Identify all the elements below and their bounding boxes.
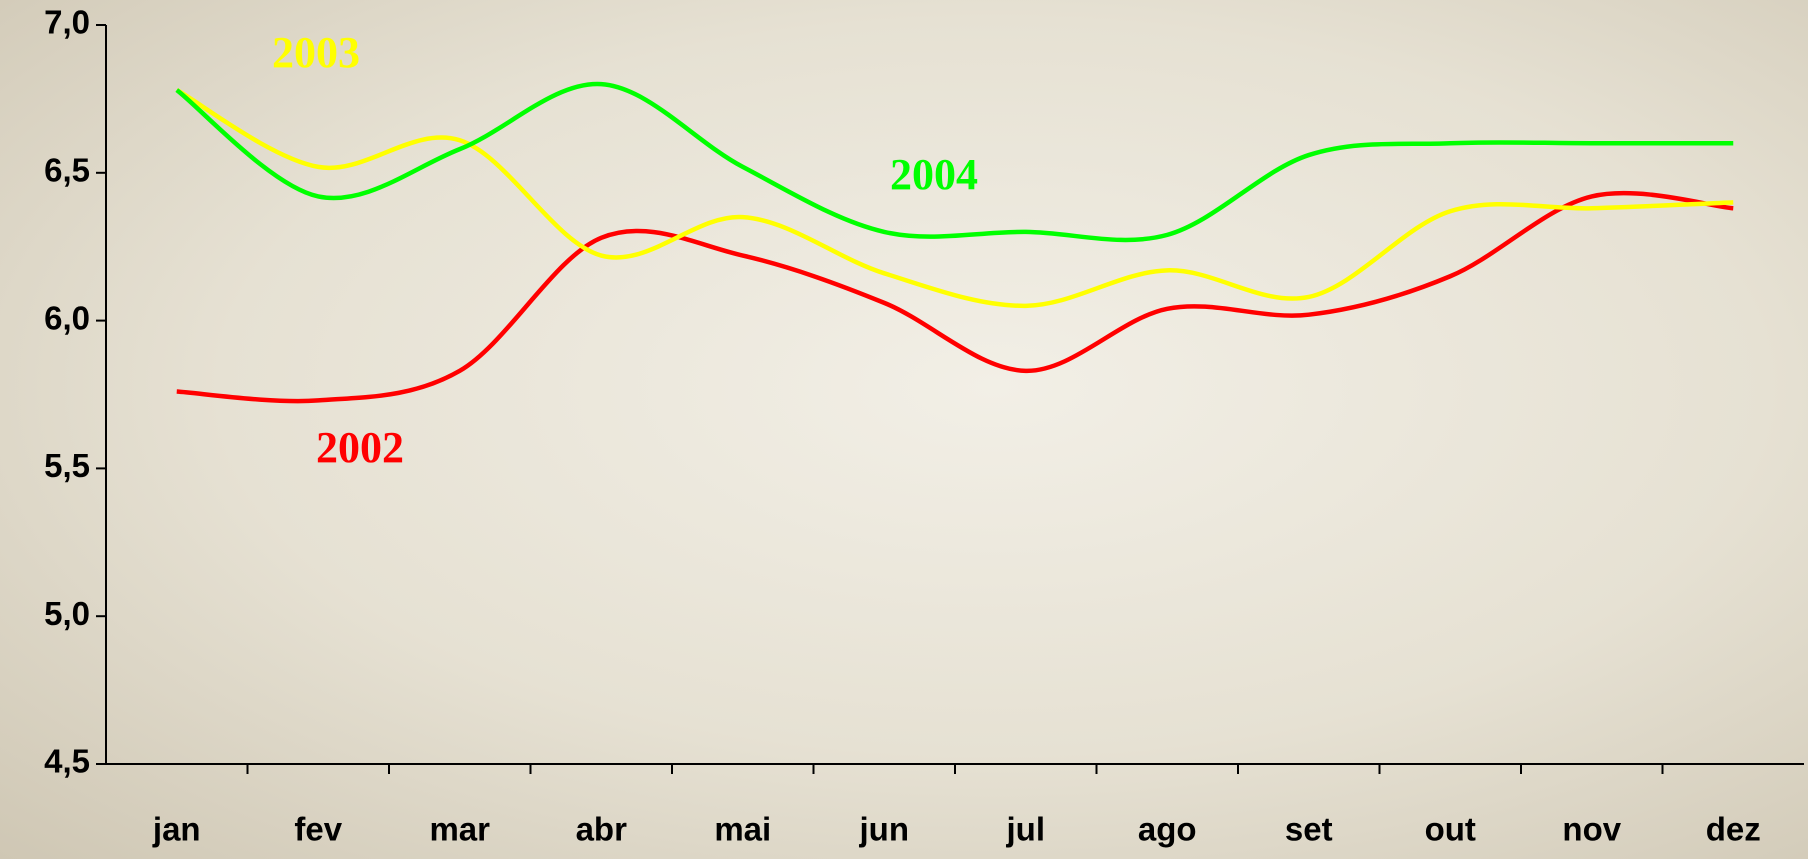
x-tick-label: mai — [714, 811, 771, 848]
y-tick-label: 5,5 — [44, 447, 90, 484]
x-tick-label: set — [1285, 811, 1333, 848]
y-tick-label: 6,5 — [44, 152, 90, 189]
x-tick-label: fev — [294, 811, 342, 848]
x-tick-label: jul — [1006, 811, 1046, 848]
x-tick-label: dez — [1706, 811, 1761, 848]
x-tick-label: ago — [1138, 811, 1197, 848]
x-tick-label: nov — [1562, 811, 1621, 848]
x-tick-label: jun — [859, 811, 909, 848]
y-tick-label: 6,0 — [44, 299, 90, 336]
series-label: 2002 — [316, 423, 404, 472]
y-tick-label: 7,0 — [44, 4, 90, 41]
series-label: 2003 — [272, 28, 360, 77]
series-line — [176, 190, 1734, 404]
series-line — [175, 88, 1734, 309]
series-line — [175, 81, 1734, 243]
y-tick-label: 4,5 — [44, 743, 90, 780]
y-tick-label: 5,0 — [44, 595, 90, 632]
x-tick-label: out — [1425, 811, 1476, 848]
x-tick-label: mar — [429, 811, 490, 848]
x-tick-label: jan — [152, 811, 201, 848]
x-tick-label: abr — [576, 811, 628, 848]
series-label: 2004 — [890, 150, 978, 199]
